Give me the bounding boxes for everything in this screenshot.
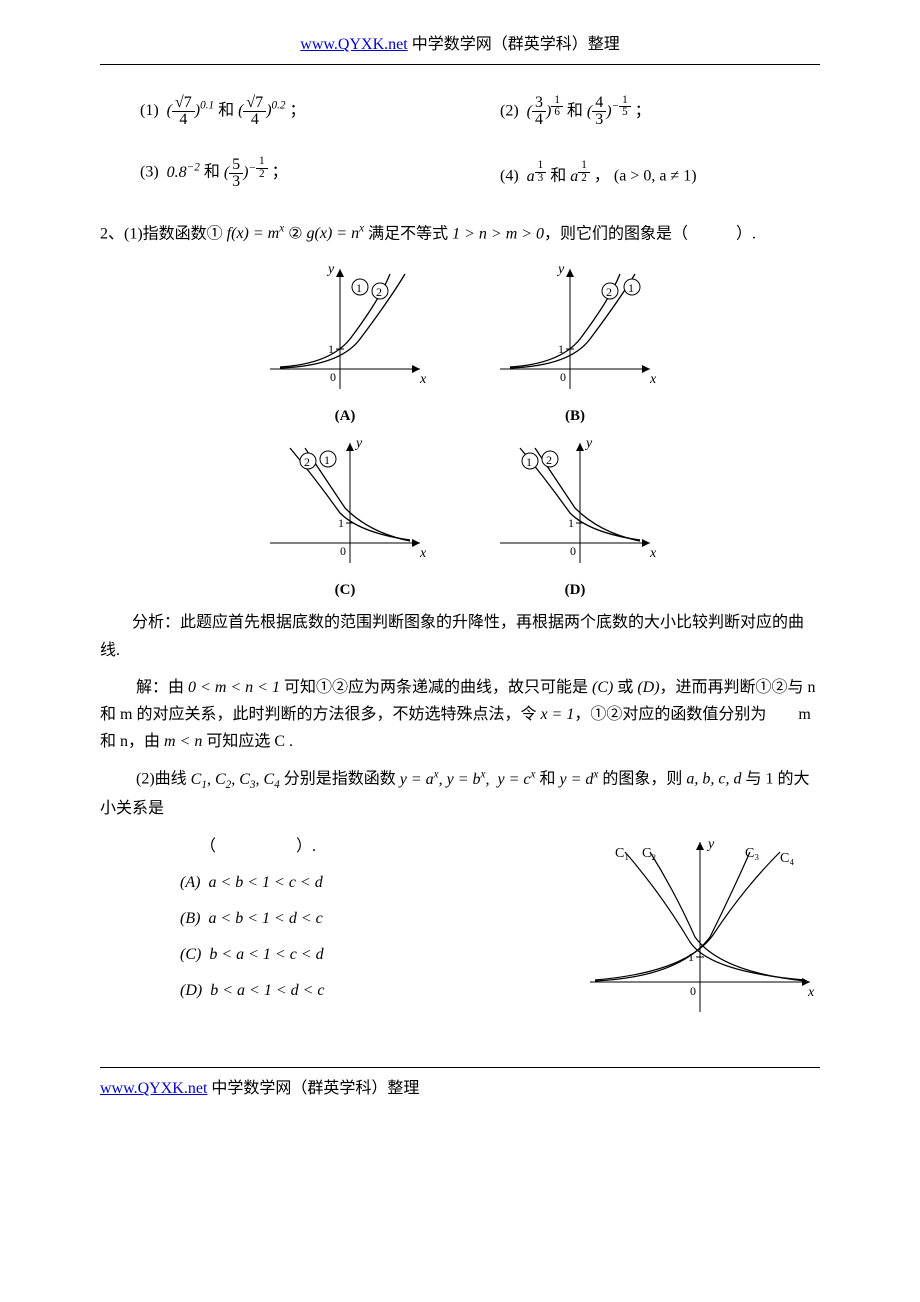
svg-text:y: y (326, 262, 335, 277)
svg-text:2: 2 (606, 285, 612, 299)
svg-text:1: 1 (338, 516, 344, 530)
header-rule (100, 64, 820, 65)
q1-item-3: (3) 0.8−2 和 (53)−12 ； (100, 156, 460, 189)
svg-text:y: y (584, 436, 593, 451)
page-header: www.QYXK.net 中学数学网（群英学科）整理 (100, 30, 820, 60)
q2-analysis: 分析：此题应首先根据底数的范围判断图象的升降性，再根据两个底数的大小比较判断对应… (100, 609, 820, 663)
footer-rule (100, 1067, 820, 1068)
svg-text:x: x (649, 546, 657, 561)
fig-B: x y 0 1 2 1 (B) (490, 259, 660, 425)
svg-text:0: 0 (560, 370, 566, 384)
q1-item-4: (4) a13 和 a12 ， (a > 0, a ≠ 1) (460, 160, 820, 186)
svg-text:C₃: C₃ (745, 846, 759, 861)
q2-figures: x y 0 1 1 2 (A) (100, 259, 820, 599)
footer-suffix: 中学数学网（群英学科）整理 (207, 1080, 419, 1097)
svg-text:x: x (419, 546, 427, 561)
svg-text:0: 0 (690, 984, 696, 998)
svg-text:0: 0 (340, 544, 346, 558)
page: www.QYXK.net 中学数学网（群英学科）整理 (1) (√74)0.1 … (0, 0, 920, 1138)
q2-solution: 解：由 0 < m < n < 1 可知①②应为两条递减的曲线，故只可能是 (C… (100, 674, 820, 756)
svg-text:2: 2 (376, 285, 382, 299)
svg-text:0: 0 (330, 370, 336, 384)
svg-text:y: y (556, 262, 565, 277)
svg-text:C₄: C₄ (780, 851, 794, 866)
svg-text:1: 1 (568, 516, 574, 530)
svg-text:y: y (354, 436, 363, 451)
svg-text:0: 0 (570, 544, 576, 558)
svg-text:1: 1 (324, 453, 330, 467)
q1-item-2: (2) (34)16 和 (43)−15 ； (460, 95, 820, 128)
svg-text:2: 2 (304, 455, 310, 469)
svg-text:x: x (419, 372, 427, 387)
q2-stem: 2、(1)指数函数① f(x) = mx ② g(x) = nx 满足不等式 1… (100, 220, 820, 248)
svg-text:y: y (706, 837, 715, 852)
q2b-stem: (2)曲线 C1, C2, C3, C4 分别是指数函数 y = ax, y =… (100, 765, 820, 822)
svg-text:x: x (807, 985, 815, 1000)
q2b-figure: x y 0 1 C₁ C₂ C₃ C₄ (580, 832, 820, 1027)
q1-expressions: (1) (√74)0.1 和 (√74)0.2 ； (2) (34)16 和 (… (100, 95, 820, 190)
svg-text:2: 2 (546, 453, 552, 467)
header-suffix: 中学数学网（群英学科）整理 (408, 36, 620, 53)
svg-text:C₁: C₁ (615, 846, 629, 861)
svg-text:1: 1 (526, 455, 532, 469)
svg-text:x: x (649, 372, 657, 387)
footer-link[interactable]: www.QYXK.net (100, 1080, 207, 1097)
svg-text:C₂: C₂ (642, 846, 656, 861)
svg-text:1: 1 (628, 281, 634, 295)
fig-D: x y 0 1 1 2 (D) (490, 433, 660, 599)
header-link[interactable]: www.QYXK.net (300, 36, 407, 53)
fig-A: x y 0 1 1 2 (A) (260, 259, 430, 425)
svg-text:1: 1 (356, 281, 362, 295)
fig-C: x y 0 1 2 1 (C) (260, 433, 430, 599)
q1-item-1: (1) (√74)0.1 和 (√74)0.2 ； (100, 95, 460, 128)
page-footer: www.QYXK.net 中学数学网（群英学科）整理 (100, 1074, 820, 1098)
